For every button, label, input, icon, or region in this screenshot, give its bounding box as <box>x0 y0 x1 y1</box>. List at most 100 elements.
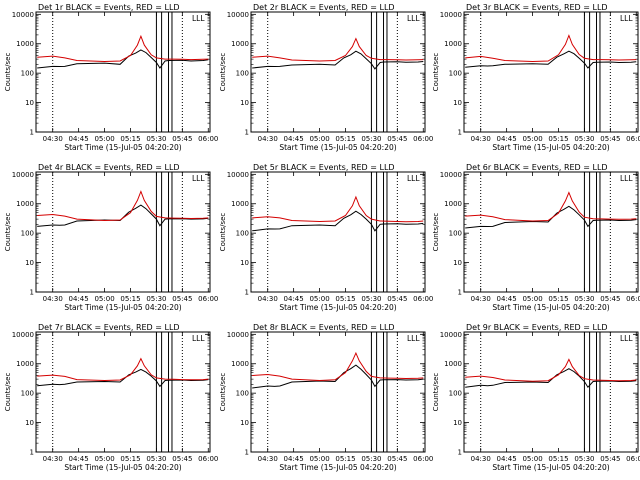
y-tick-label: 1 <box>245 129 249 137</box>
y-axis-title: Counts/sec <box>432 53 440 92</box>
x-tick-label: 05:15 <box>120 455 140 463</box>
x-tick-label: 04:45 <box>284 455 304 463</box>
x-tick-label: 05:15 <box>335 135 355 143</box>
y-tick-label: 1000 <box>444 40 462 48</box>
series-line-lld <box>37 357 209 382</box>
x-tick-label: 05:45 <box>387 295 407 303</box>
x-tick-label: 05:45 <box>387 135 407 143</box>
y-tick-label: 10000 <box>12 11 34 19</box>
y-tick-label: 1000 <box>444 360 462 368</box>
y-tick-label: 100 <box>21 390 34 398</box>
plot-frame <box>463 171 639 293</box>
x-axis-title: Start Time (15-Jul-05 04:20:20) <box>279 463 396 472</box>
panel-3: Det 3r BLACK = Events, RED = LLD 1 10 100 10… <box>432 3 640 152</box>
x-tick-label: 05:00 <box>522 295 542 303</box>
x-tick-label: 04:30 <box>43 455 63 463</box>
x-tick-label: 05:15 <box>548 295 568 303</box>
y-tick-label: 100 <box>21 70 34 78</box>
plot-frame <box>463 11 639 133</box>
x-tick-label: 04:30 <box>258 295 278 303</box>
y-tick-label: 1000 <box>444 200 462 208</box>
x-tick-label: 05:30 <box>574 135 594 143</box>
y-tick-label: 100 <box>449 390 462 398</box>
x-tick-label: 04:30 <box>471 135 491 143</box>
panel-1: Det 1r BLACK = Events, RED = LLD 1 10 100 10… <box>4 3 218 152</box>
y-tick-label: 10 <box>240 99 249 107</box>
x-tick-label: 06:00 <box>413 135 433 143</box>
x-axis-title: Start Time (15-Jul-05 04:20:20) <box>279 143 396 152</box>
y-axis-title: Counts/sec <box>219 213 227 252</box>
panel-title: Det 1r BLACK = Events, RED = LLD <box>38 3 180 12</box>
y-tick-label: 100 <box>449 70 462 78</box>
panel-2: Det 2r BLACK = Events, RED = LLD 1 10 100 10… <box>219 3 433 152</box>
legend-label: LLL <box>407 14 420 23</box>
y-tick-label: 100 <box>236 230 249 238</box>
y-tick-label: 1 <box>245 449 249 457</box>
y-tick-label: 1 <box>30 289 34 297</box>
y-tick-label: 1000 <box>231 360 249 368</box>
x-tick-label: 04:30 <box>43 295 63 303</box>
y-tick-label: 10000 <box>227 331 249 339</box>
x-tick-label: 06:00 <box>626 455 640 463</box>
x-tick-label: 05:00 <box>522 455 542 463</box>
x-tick-label: 04:45 <box>284 135 304 143</box>
panel-title: Det 8r BLACK = Events, RED = LLD <box>253 323 395 332</box>
plot-frame <box>250 11 426 133</box>
series-line-lld <box>252 37 424 62</box>
x-tick-label: 05:30 <box>146 455 166 463</box>
legend-label: LLL <box>620 14 633 23</box>
x-tick-label: 05:30 <box>361 455 381 463</box>
panel-title: Det 7r BLACK = Events, RED = LLD <box>38 323 180 332</box>
y-tick-label: 1000 <box>16 40 34 48</box>
x-axis-title: Start Time (15-Jul-05 04:20:20) <box>492 463 609 472</box>
y-axis-title: Counts/sec <box>4 213 12 252</box>
series-line-lld <box>465 358 637 382</box>
y-tick-label: 1000 <box>231 200 249 208</box>
series-line-events <box>252 364 424 389</box>
y-axis-title: Counts/sec <box>4 373 12 412</box>
x-tick-label: 05:15 <box>335 455 355 463</box>
x-tick-label: 05:45 <box>172 135 192 143</box>
x-tick-label: 05:15 <box>120 135 140 143</box>
y-tick-label: 10000 <box>440 11 462 19</box>
panel-title: Det 2r BLACK = Events, RED = LLD <box>253 3 395 12</box>
x-tick-label: 05:15 <box>120 295 140 303</box>
y-tick-label: 10000 <box>12 171 34 179</box>
panel-4: Det 4r BLACK = Events, RED = LLD 1 10 100 10… <box>4 163 218 312</box>
legend-label: LLL <box>620 334 633 343</box>
x-axis-title: Start Time (15-Jul-05 04:20:20) <box>64 303 181 312</box>
series-line-events <box>465 368 637 389</box>
y-tick-label: 1000 <box>231 40 249 48</box>
x-axis-title: Start Time (15-Jul-05 04:20:20) <box>64 143 181 152</box>
panel-7: Det 7r BLACK = Events, RED = LLD 1 10 100 10… <box>4 323 218 472</box>
y-tick-label: 100 <box>236 70 249 78</box>
series-line-lld <box>37 190 209 222</box>
y-tick-label: 1 <box>30 449 34 457</box>
panel-title: Det 4r BLACK = Events, RED = LLD <box>38 163 180 172</box>
panel-title: Det 9r BLACK = Events, RED = LLD <box>466 323 608 332</box>
x-tick-label: 04:45 <box>497 295 517 303</box>
x-tick-label: 05:30 <box>361 135 381 143</box>
plot-frame <box>35 331 211 453</box>
legend-label: LLL <box>620 174 633 183</box>
x-tick-label: 05:30 <box>574 455 594 463</box>
y-tick-label: 10 <box>240 259 249 267</box>
x-tick-label: 05:00 <box>94 135 114 143</box>
x-tick-label: 05:45 <box>172 295 192 303</box>
x-axis-title: Start Time (15-Jul-05 04:20:20) <box>492 143 609 152</box>
x-tick-label: 06:00 <box>413 295 433 303</box>
y-tick-label: 10 <box>453 419 462 427</box>
x-tick-label: 06:00 <box>198 295 218 303</box>
x-tick-label: 05:30 <box>146 135 166 143</box>
x-tick-label: 05:00 <box>94 295 114 303</box>
x-tick-label: 05:15 <box>548 135 568 143</box>
series-line-events <box>465 50 637 69</box>
y-tick-label: 1 <box>458 129 462 137</box>
y-tick-label: 1 <box>458 449 462 457</box>
y-tick-label: 10 <box>25 419 34 427</box>
panel-5: Det 5r BLACK = Events, RED = LLD 1 10 100 10… <box>219 163 433 312</box>
y-tick-label: 10000 <box>227 171 249 179</box>
x-tick-label: 05:00 <box>309 295 329 303</box>
y-tick-label: 10000 <box>227 11 249 19</box>
